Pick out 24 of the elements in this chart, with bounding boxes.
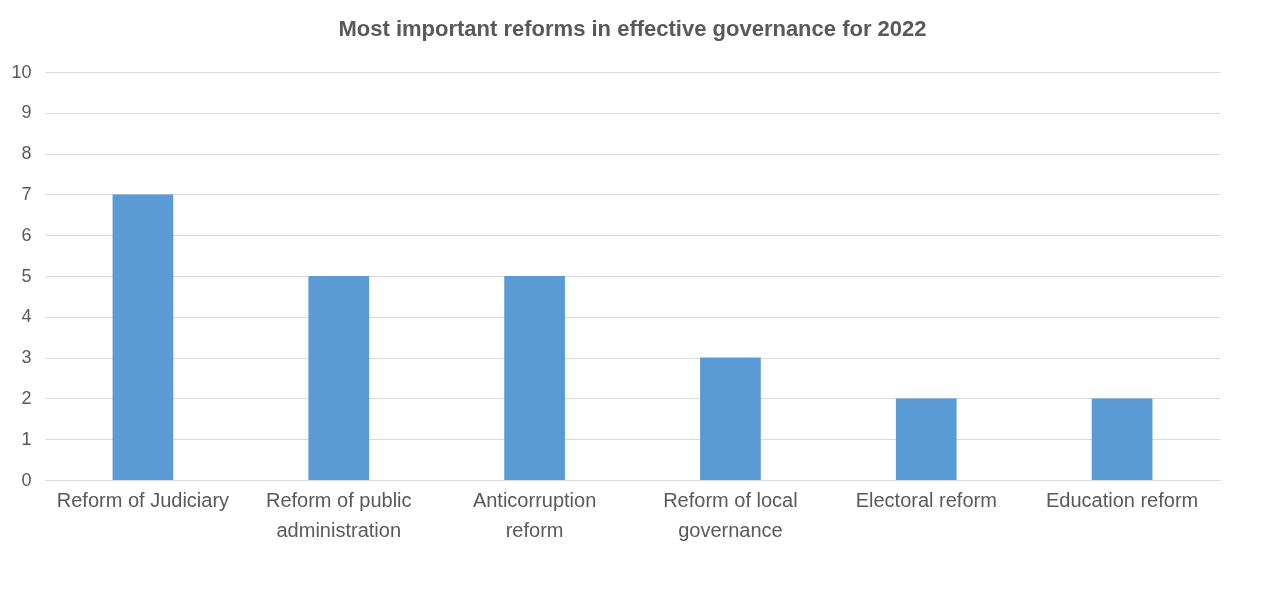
- y-tick-label: 7: [21, 183, 32, 204]
- y-tick-label: 0: [21, 469, 32, 490]
- bar: [308, 276, 370, 480]
- x-tick-label: Education reform: [1045, 488, 1199, 511]
- x-tick-label: Reform of local governance: [663, 488, 798, 541]
- bar: [1091, 398, 1153, 480]
- y-tick-label: 4: [21, 306, 32, 327]
- y-tick-label: 5: [21, 265, 32, 286]
- y-tick-label: 3: [21, 347, 32, 368]
- bar: [112, 194, 174, 480]
- x-tick-label: Electoral reform: [855, 488, 997, 511]
- bar: [504, 276, 565, 480]
- x-tick-label: Reform of public administration: [265, 488, 412, 541]
- y-tick-label: 1: [21, 428, 32, 449]
- y-tick-label: 6: [21, 224, 32, 245]
- chart-title: Most important reforms in effective governance for 2022: [338, 16, 927, 41]
- y-tick-label: 2: [21, 387, 32, 408]
- bar: [700, 357, 761, 480]
- bar: [895, 398, 957, 480]
- y-tick-label: 10: [11, 61, 32, 82]
- y-tick-label: 8: [21, 143, 32, 164]
- x-tick-label: Reform of Judiciary: [56, 488, 230, 511]
- x-tick-label: Anticorruption reform: [472, 488, 597, 541]
- y-tick-label: 9: [21, 102, 32, 123]
